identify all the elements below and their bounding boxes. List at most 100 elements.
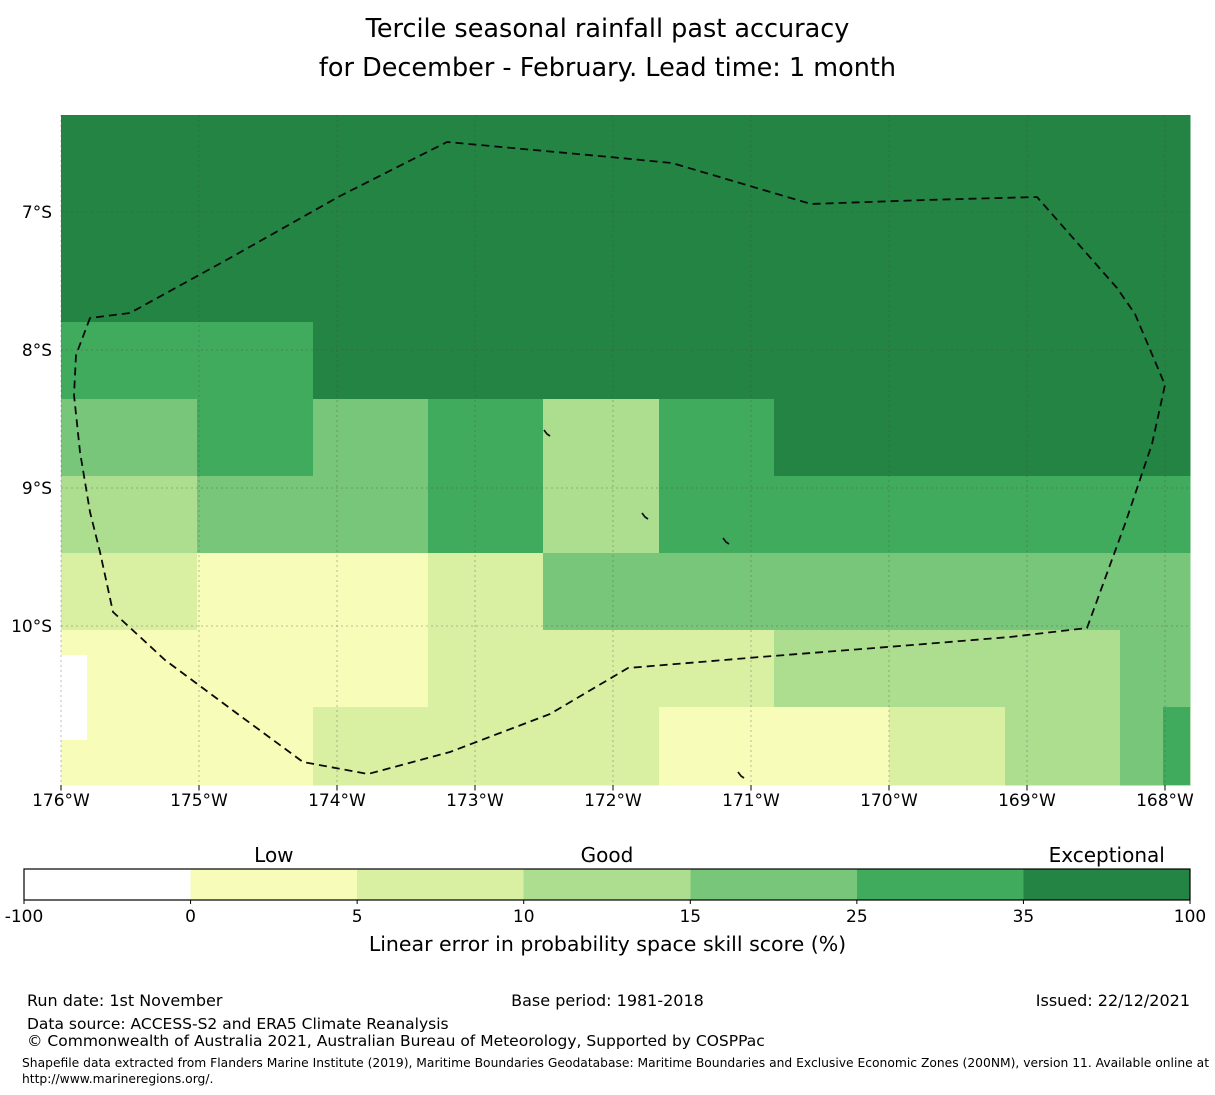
colorbar-border [23, 868, 1191, 901]
map-cell [1005, 115, 1121, 323]
map-cell [428, 399, 544, 477]
map-cell [82, 707, 198, 786]
map-cell [61, 655, 87, 740]
colorbar-segment [190, 869, 358, 900]
map-cell [774, 322, 890, 400]
map-cell [197, 399, 314, 477]
x-tick-label: 172°W [584, 791, 642, 811]
chart-title-line1: Tercile seasonal rainfall past accuracy [365, 14, 850, 44]
map-cell [889, 399, 1006, 477]
map-cell [61, 322, 83, 400]
map-cell [543, 322, 660, 400]
map-cell [889, 553, 1006, 631]
colorbar-tick-label: 0 [185, 907, 196, 927]
map-cell [428, 476, 544, 554]
map-cell [659, 322, 775, 400]
map-cell [61, 553, 83, 631]
x-tick-label: 175°W [170, 791, 228, 811]
island-coastline-mark [722, 537, 730, 545]
chart-title-line2: for December - February. Lead time: 1 mo… [318, 53, 897, 83]
colorbar-category-label: Low [254, 843, 293, 867]
colorbar-segment [856, 869, 1024, 900]
map-cell [1120, 630, 1191, 708]
issued-date-text: Issued: 22/12/2021 [1035, 991, 1190, 1010]
map-cell [889, 707, 1006, 786]
x-tick-label: 169°W [998, 791, 1056, 811]
map-cell [428, 707, 544, 786]
colorbar-tick-label: 100 [1174, 907, 1206, 927]
map-cell [774, 707, 890, 786]
map-cell [313, 115, 429, 323]
map-cell [61, 115, 83, 323]
map-cell [61, 399, 83, 477]
map-cell [543, 553, 660, 631]
map-cell [1120, 115, 1191, 323]
map-cell [659, 553, 775, 631]
colorbar-tick-label: 5 [352, 907, 363, 927]
colorbar-tick-label: 25 [846, 907, 868, 927]
colorbar-tick-label: 35 [1013, 907, 1035, 927]
y-tick-label: 9°S [22, 479, 52, 499]
colorbar-tick-label: -100 [5, 907, 44, 927]
map-cell [543, 476, 660, 554]
map-cell [197, 707, 314, 786]
map-cell [889, 322, 1006, 400]
map-cell [1005, 707, 1121, 786]
colorbar-tick-label: 15 [679, 907, 701, 927]
map-cell [659, 476, 775, 554]
map-cell [1120, 322, 1191, 400]
map-cell [1005, 553, 1121, 631]
x-axis: 176°W 175°W 174°W 173°W 172°W 171°W 170°W 169°W… [32, 785, 1194, 811]
shapefile-attribution-line1: Shapefile data extracted from Flanders M… [22, 1056, 1210, 1070]
map-cell [1005, 476, 1121, 554]
map-cell [1120, 476, 1191, 554]
map-cell [543, 115, 660, 323]
x-tick-label: 176°W [32, 791, 90, 811]
x-tick-label: 174°W [308, 791, 366, 811]
y-tick-label: 10°S [11, 617, 52, 637]
copyright-text: © Commonwealth of Australia 2021, Austra… [27, 1032, 765, 1050]
map-cell [82, 476, 198, 554]
map-cells-layer [61, 115, 1191, 786]
map-cell [197, 553, 314, 631]
x-tick-label: 173°W [446, 791, 504, 811]
island-marks [543, 429, 745, 779]
map-cell [313, 476, 429, 554]
colorbar-segment [357, 869, 525, 900]
map-cell [82, 115, 198, 323]
map-cell [1005, 322, 1121, 400]
x-tick-label: 170°W [860, 791, 918, 811]
map-cell [313, 322, 429, 400]
data-source-text: Data source: ACCESS-S2 and ERA5 Climate … [27, 1015, 449, 1033]
map-cell [197, 476, 314, 554]
map-cell [428, 322, 544, 400]
map-cell [889, 115, 1006, 323]
map-cell [82, 322, 198, 400]
colorbar-axis-label: Linear error in probability space skill … [368, 932, 847, 956]
map-cell [1005, 630, 1121, 708]
map-cell [197, 115, 314, 323]
map-cell [774, 399, 890, 477]
colorbar-segment [523, 869, 691, 900]
shapefile-attribution-line2: http://www.marineregions.org/. [22, 1072, 214, 1086]
colorbar: -100 0 5 10 15 25 35 100 Low Good Exceptional [5, 843, 1207, 927]
x-tick-label: 171°W [722, 791, 780, 811]
island-coastline-mark [543, 429, 551, 437]
island-coastline-mark [641, 512, 649, 520]
map-cell [1163, 707, 1190, 785]
x-tick-label: 168°W [1136, 791, 1194, 811]
y-tick-label: 7°S [22, 203, 52, 223]
map-cell [543, 630, 660, 708]
map-cell [82, 630, 198, 708]
map-cell [313, 553, 429, 631]
colorbar-segment [690, 869, 858, 900]
map-cell [659, 115, 775, 323]
map-cell [82, 553, 198, 631]
colorbar-category-label: Exceptional [1049, 843, 1165, 867]
map-cell [197, 322, 314, 400]
base-period-text: Base period: 1981-2018 [511, 991, 704, 1010]
map-cell [659, 707, 775, 786]
map-cell [659, 399, 775, 477]
